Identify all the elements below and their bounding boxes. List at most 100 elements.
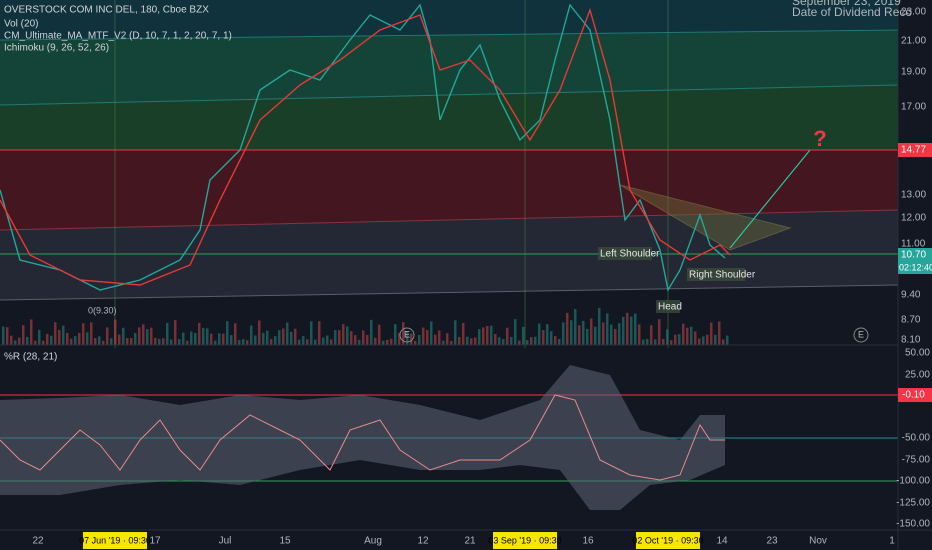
volume-bar <box>602 322 605 345</box>
volume-bar <box>286 322 289 345</box>
volume-bar <box>422 327 425 345</box>
indicator-title: CM_Ultimate_MA_MTF_V2 (D, 10, 7, 1, 2, 2… <box>4 31 232 42</box>
volume-bar <box>610 324 613 345</box>
symbol-title: OVERSTOCK COM INC DEL, 180, Cboe BZX <box>4 5 209 16</box>
volume-bar <box>498 337 501 345</box>
volume-bar <box>218 333 221 345</box>
volume-bar <box>210 333 213 345</box>
time-axis-label: 22 <box>32 536 44 547</box>
volume-bar <box>418 334 421 345</box>
volume-bar <box>482 327 485 345</box>
volume-bar <box>574 309 577 345</box>
volume-bar <box>310 321 313 345</box>
volume-bar <box>238 339 241 345</box>
volume-bar <box>578 325 581 345</box>
volume-bar <box>506 327 509 345</box>
volume-bar <box>214 340 217 345</box>
volume-bar <box>566 312 569 345</box>
volume-bar <box>258 320 261 345</box>
earnings-label[interactable]: E <box>858 329 864 339</box>
oscillator-axis-label: -75.00 <box>902 455 931 466</box>
volume-bar <box>50 335 53 345</box>
volume-bar <box>382 340 385 345</box>
question-mark: ? <box>813 126 826 151</box>
label-box <box>598 247 652 260</box>
volume-bar <box>314 339 317 345</box>
volume-bar <box>702 336 705 345</box>
volume-bar <box>438 330 441 345</box>
volume-bar <box>234 323 237 345</box>
volume-bar <box>14 340 17 345</box>
time-axis-label: Nov <box>809 536 827 547</box>
volume-bar <box>142 324 145 345</box>
price-axis-label: 19.00 <box>901 67 926 78</box>
volume-bar <box>74 336 77 345</box>
volume-bar <box>634 313 637 345</box>
volume-bar <box>338 330 341 345</box>
volume-bar <box>134 333 137 345</box>
volume-bar <box>78 332 81 345</box>
volume-bar <box>378 324 381 345</box>
pattern-label: Right Shoulder <box>689 270 756 281</box>
volume-bar <box>254 335 257 345</box>
volume-bar <box>246 340 249 345</box>
volume-bar <box>466 336 469 345</box>
volume-bar <box>446 333 449 345</box>
volume-bar <box>62 325 65 345</box>
volume-bar <box>526 340 529 345</box>
volume-bar <box>682 323 685 345</box>
volume-bar <box>250 325 253 345</box>
volume-bar <box>546 324 549 345</box>
volume-bar <box>146 329 149 345</box>
volume-bar <box>30 319 33 345</box>
time-axis-label: Jul <box>219 536 232 547</box>
countdown: 02:12:40 <box>899 262 932 272</box>
volume-bar <box>226 321 229 345</box>
volume-bar <box>690 326 693 345</box>
volume-bar <box>474 337 477 345</box>
volume-bar <box>6 327 9 345</box>
volume-bar <box>370 319 373 345</box>
volume-bar <box>82 323 85 345</box>
earnings-icon[interactable] <box>399 327 415 343</box>
volume-bar <box>54 322 57 345</box>
volume-bar <box>486 326 489 345</box>
pattern-label: Left Shoulder <box>600 249 660 260</box>
volume-bar <box>398 332 401 345</box>
price-axis-label: 9.40 <box>901 290 921 301</box>
earnings-label[interactable]: E <box>404 329 410 339</box>
price-axis-label: 8.10 <box>901 335 921 346</box>
volume-bar <box>458 336 461 345</box>
volume-bar <box>514 319 517 345</box>
volume-bar <box>182 332 185 345</box>
volume-bar <box>494 333 497 345</box>
volume-bar <box>594 326 597 345</box>
earnings-icon[interactable] <box>853 327 869 343</box>
volume-bar <box>98 336 101 345</box>
volume-bar <box>510 336 513 345</box>
volume-bar <box>18 337 21 345</box>
time-axis-label: Aug <box>364 536 382 547</box>
volume-bar <box>666 329 669 345</box>
volume-bar <box>470 338 473 345</box>
volume-bar <box>426 330 429 345</box>
price-axis-label: 23.00 <box>901 7 926 18</box>
volume-bar <box>358 339 361 345</box>
volume-bar <box>58 329 61 345</box>
volume-bar <box>290 331 293 345</box>
indicator-title: Vol (20) <box>4 19 38 30</box>
volume-bar <box>302 336 305 345</box>
volume-bar <box>606 313 609 345</box>
volume-bar <box>350 331 353 345</box>
volume-bar <box>718 321 721 345</box>
volume-bar <box>638 324 641 345</box>
volume-bar <box>2 326 5 345</box>
volume-bar <box>478 329 481 345</box>
volume-bar <box>554 336 557 345</box>
volume-bar <box>518 340 521 345</box>
volume-bar <box>642 339 645 345</box>
volume-bar <box>366 335 369 345</box>
volume-bar <box>450 340 453 345</box>
time-axis-label: 14 <box>716 536 728 547</box>
